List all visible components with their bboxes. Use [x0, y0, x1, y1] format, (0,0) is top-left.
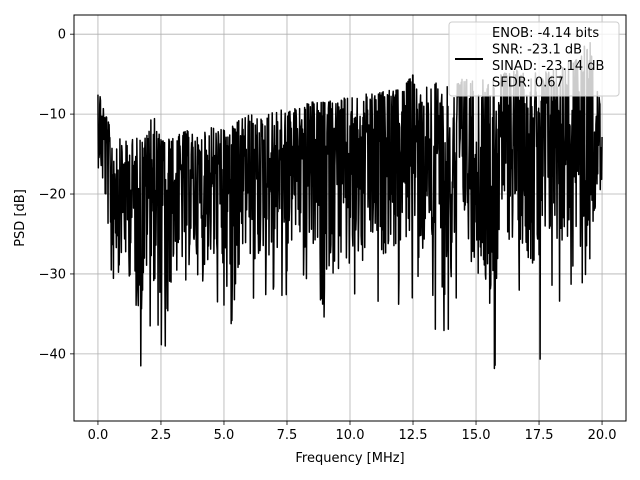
y-tick-label: 0 — [58, 28, 66, 43]
x-tick-label: 10.0 — [336, 428, 365, 443]
legend-entry-sinad: SINAD: -23.14 dB — [492, 59, 604, 74]
legend: ENOB: -4.14 bits SNR: -23.1 dB SINAD: -2… — [448, 21, 620, 97]
legend-entry-snr: SNR: -23.1 dB — [492, 43, 582, 58]
x-tick-label: 12.5 — [399, 428, 428, 443]
y-axis-label: PSD [dB] — [13, 189, 28, 247]
y-tick-label: −40 — [39, 347, 66, 362]
x-axis-label: Frequency [MHz] — [295, 451, 404, 466]
x-tick-label: 2.5 — [151, 428, 172, 443]
x-tick-label: 0.0 — [88, 428, 109, 443]
legend-entry-enob: ENOB: -4.14 bits — [492, 26, 599, 41]
psd-line — [97, 42, 603, 370]
y-tick-label: −20 — [39, 188, 66, 203]
psd-series-line — [97, 42, 603, 370]
x-tick-label: 15.0 — [462, 428, 491, 443]
x-tick-label: 7.5 — [277, 428, 298, 443]
y-tick-label: −10 — [39, 108, 66, 123]
legend-box — [448, 21, 620, 97]
y-tick-label: −30 — [39, 267, 66, 282]
legend-entry-sfdr: SFDR: 0.67 — [492, 76, 564, 91]
x-tick-label: 5.0 — [214, 428, 235, 443]
axis-ticks: 0.0 2.5 5.0 7.5 10.0 12.5 15.0 17.5 20.0 0 −10 −20 −… — [39, 28, 617, 443]
x-tick-label: 20.0 — [588, 428, 617, 443]
x-tick-label: 17.5 — [525, 428, 554, 443]
